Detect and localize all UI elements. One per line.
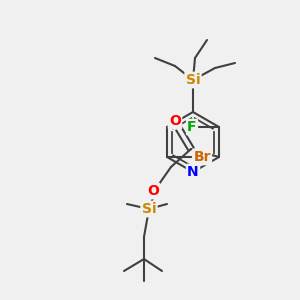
Text: Si: Si bbox=[186, 73, 200, 87]
Text: N: N bbox=[187, 165, 199, 179]
Text: Si: Si bbox=[142, 202, 156, 216]
Text: Br: Br bbox=[193, 150, 211, 164]
Text: O: O bbox=[169, 114, 181, 128]
Text: F: F bbox=[187, 120, 197, 134]
Text: O: O bbox=[147, 184, 159, 198]
